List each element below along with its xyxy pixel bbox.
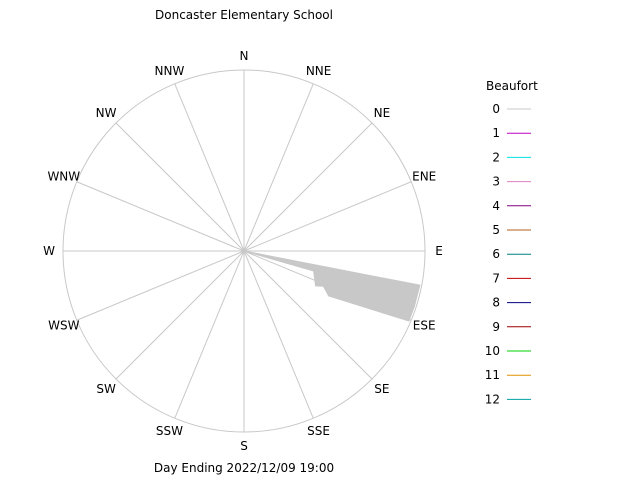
legend-label-9: 9 — [492, 320, 500, 334]
legend-label-6: 6 — [492, 247, 500, 261]
legend-label-1: 1 — [492, 126, 500, 140]
chart-title: Doncaster Elementary School — [155, 8, 333, 22]
chart-footer: Day Ending 2022/12/09 19:00 — [154, 461, 334, 475]
legend-label-7: 7 — [492, 271, 500, 285]
direction-label-nne: NNE — [306, 64, 332, 78]
direction-label-ene: ENE — [412, 169, 436, 183]
grid-spoke-ssw — [174, 250, 245, 419]
legend-label-11: 11 — [485, 368, 500, 382]
direction-label-n: N — [240, 49, 249, 63]
direction-label-se: SE — [374, 382, 389, 396]
legend-title: Beaufort — [486, 79, 538, 93]
direction-label-ne: NE — [374, 106, 391, 120]
legend-label-4: 4 — [492, 199, 500, 213]
direction-label-sse: SSE — [307, 424, 330, 438]
direction-label-e: E — [435, 244, 443, 258]
grid-spoke-nne — [243, 83, 314, 252]
legend-label-12: 12 — [485, 392, 500, 406]
direction-label-nnw: NNW — [154, 64, 184, 78]
direction-label-s: S — [240, 439, 248, 453]
grid-spoke-ne — [243, 122, 373, 252]
direction-label-ssw: SSW — [156, 424, 183, 438]
direction-label-wnw: WNW — [47, 169, 80, 183]
legend-label-8: 8 — [492, 296, 500, 310]
polar-grid — [62, 69, 426, 433]
grid-spoke-sw — [115, 250, 245, 380]
direction-label-ese: ESE — [413, 319, 436, 333]
legend-label-10: 10 — [485, 344, 500, 358]
grid-spoke-ene — [243, 181, 412, 252]
data-series — [243, 250, 421, 322]
grid-spoke-nnw — [174, 83, 245, 252]
grid-spoke-nw — [115, 122, 245, 252]
direction-label-sw: SW — [96, 382, 116, 396]
grid-spoke-sse — [243, 250, 314, 419]
grid-spoke-wsw — [76, 250, 245, 321]
grid-spoke-se — [243, 250, 373, 380]
legend-label-3: 3 — [492, 175, 500, 189]
direction-label-wsw: WSW — [48, 319, 79, 333]
direction-label-nw: NW — [96, 106, 117, 120]
direction-labels: N NNE NE ENE E ESE SE SSE S SSW SW WSW W WNW NW NNW — [43, 49, 443, 453]
grid-spoke-wnw — [76, 181, 245, 252]
direction-label-w: W — [43, 244, 55, 258]
legend-label-5: 5 — [492, 223, 500, 237]
legend-label-0: 0 — [492, 102, 500, 116]
series-beaufort-0 — [243, 250, 421, 322]
legend-label-2: 2 — [492, 150, 500, 164]
